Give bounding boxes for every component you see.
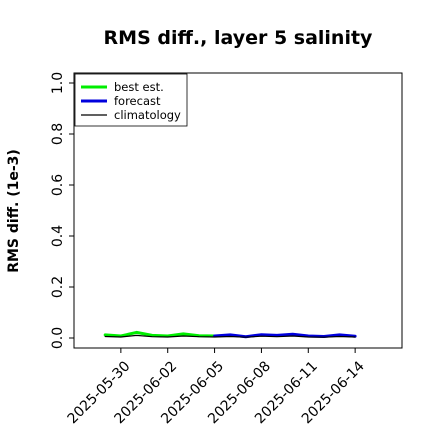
legend-label: climatology [114, 108, 181, 122]
series-line-climatology [104, 334, 356, 338]
y-tick-label: 0.4 [50, 225, 66, 247]
y-tick-label: 0.8 [50, 123, 66, 145]
legend-label: forecast [114, 94, 161, 108]
chart-title: RMS diff., layer 5 salinity [104, 27, 374, 49]
series-line-best-est- [103, 330, 217, 338]
y-tick-label: 0.0 [50, 327, 66, 349]
legend-label: best est. [114, 80, 164, 94]
series-line-forecast [213, 332, 357, 339]
y-tick-label: 0.2 [50, 276, 66, 298]
y-axis-label: RMS diff. (1e-3) [6, 149, 22, 273]
y-tick-label: 1.0 [50, 72, 66, 94]
y-tick-label: 0.6 [50, 174, 66, 196]
plot-frame [73, 72, 403, 349]
